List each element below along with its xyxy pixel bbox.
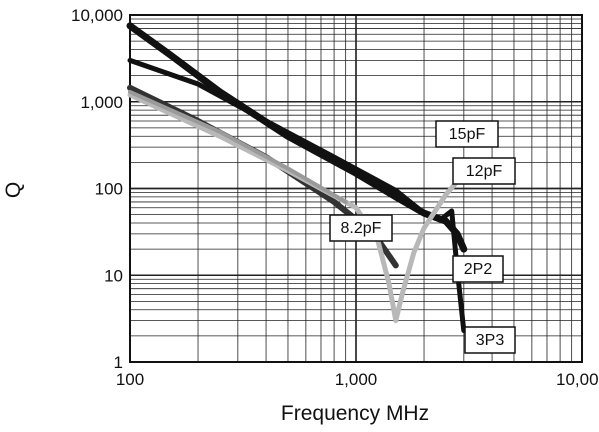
- y-axis-title: Q: [2, 182, 25, 198]
- y-tick-label: 1: [114, 353, 123, 372]
- callout-layer: 15pF 12pF 8.2pF 2P2 3P3: [329, 120, 516, 354]
- callout-box: [452, 255, 504, 283]
- y-tick-label: 1,000: [80, 93, 123, 112]
- callout-label: 12pF: [466, 163, 503, 180]
- callout-8-2pf: 8.2pF: [329, 214, 393, 242]
- callout-15pf: 15pF: [435, 120, 499, 148]
- series-line-12pf: [128, 89, 348, 204]
- y-tick-label: 100: [95, 180, 123, 199]
- y-tick-label: 10: [104, 266, 123, 285]
- x-axis-title: Frequency MHz: [281, 402, 429, 425]
- callout-label: 2P2: [464, 261, 493, 278]
- plot-frame: [129, 14, 583, 363]
- callout-box: [452, 157, 516, 185]
- x-tick-labels: 100 1,000 10,000: [116, 370, 599, 389]
- plot-grid: [129, 14, 583, 363]
- series-line-3p3: [127, 57, 467, 334]
- series-line-8-2pf: [127, 92, 460, 324]
- callout-12pf: 12pF: [452, 157, 516, 185]
- callout-box: [329, 214, 393, 242]
- callout-3p3: 3P3: [464, 326, 516, 354]
- callout-box: [435, 120, 499, 148]
- callout-label: 8.2pF: [341, 220, 382, 237]
- callout-2p2: 2P2: [452, 255, 504, 283]
- y-tick-labels: 10,000 1,000 100 10 1: [71, 6, 123, 372]
- callout-box: [464, 326, 516, 354]
- series-layer: [126, 22, 468, 334]
- y-tick-label: 10,000: [71, 6, 123, 25]
- callout-label: 3P3: [476, 332, 505, 349]
- x-tick-label: 100: [116, 370, 144, 389]
- callout-label: 15pF: [449, 126, 486, 143]
- x-tick-label: 1,000: [335, 370, 378, 389]
- x-tick-label: 10,000: [556, 370, 599, 389]
